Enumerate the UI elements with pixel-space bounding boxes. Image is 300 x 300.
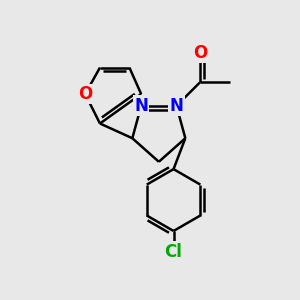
Text: N: N [169, 97, 183, 115]
Text: N: N [134, 97, 148, 115]
Text: O: O [78, 85, 92, 103]
Text: Cl: Cl [165, 243, 182, 261]
Text: O: O [193, 44, 207, 62]
